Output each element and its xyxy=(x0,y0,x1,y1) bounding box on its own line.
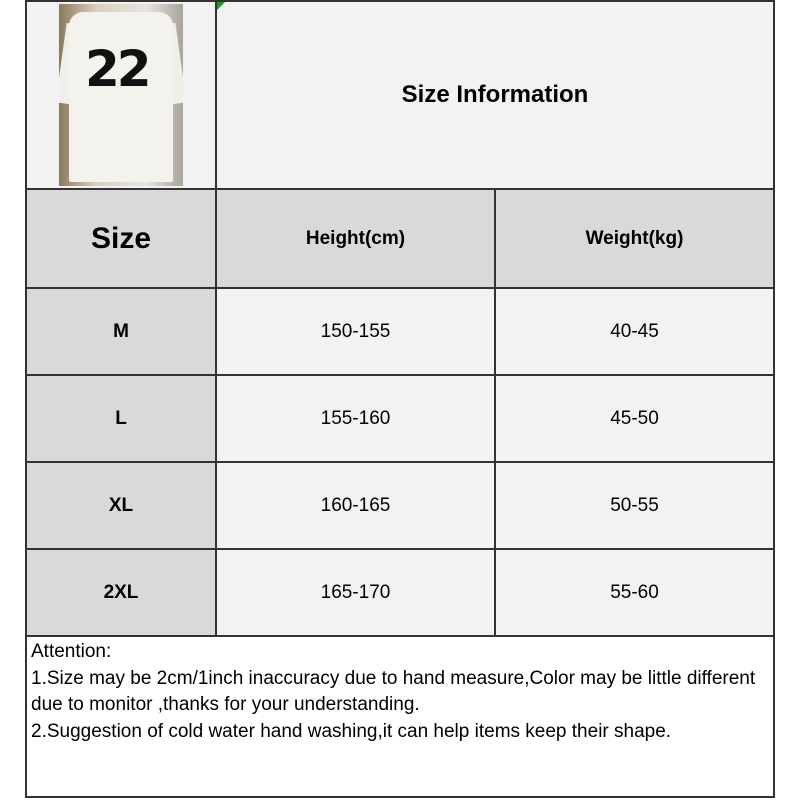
header-height: Height(cm) xyxy=(215,188,496,289)
height-cell: 165-170 xyxy=(215,548,496,637)
weight-cell: 50-55 xyxy=(494,461,775,550)
table-row: L 155-160 45-50 xyxy=(25,374,775,463)
cell-marker-icon xyxy=(217,2,225,10)
size-cell: L xyxy=(25,374,217,463)
size-cell: 2XL xyxy=(25,548,217,637)
header-size: Size xyxy=(25,188,217,289)
product-photo: 22 xyxy=(59,4,183,186)
title-row: 22 Size Information xyxy=(25,0,775,190)
header-row: Size Height(cm) Weight(kg) xyxy=(25,188,775,289)
title-text: Size Information xyxy=(401,81,589,108)
note-item: 1.Size may be 2cm/1inch inaccuracy due t… xyxy=(31,667,756,716)
weight-cell: 55-60 xyxy=(494,548,775,637)
height-cell: 150-155 xyxy=(215,287,496,376)
weight-cell: 40-45 xyxy=(494,287,775,376)
shirt-number: 22 xyxy=(85,40,152,98)
weight-cell: 45-50 xyxy=(494,374,775,463)
table-row: M 150-155 40-45 xyxy=(25,287,775,376)
size-chart-table: 22 Size Information Size Height(cm) Weig… xyxy=(25,0,775,798)
notes-cell: Attention: 1.Size may be 2cm/1inch inacc… xyxy=(25,635,775,798)
notes-heading: Attention: xyxy=(31,641,112,662)
table-row: XL 160-165 50-55 xyxy=(25,461,775,550)
notes-row: Attention: 1.Size may be 2cm/1inch inacc… xyxy=(25,635,775,798)
table-row: 2XL 165-170 55-60 xyxy=(25,548,775,637)
height-cell: 160-165 xyxy=(215,461,496,550)
height-cell: 155-160 xyxy=(215,374,496,463)
size-cell: M xyxy=(25,287,217,376)
product-photo-cell: 22 xyxy=(25,0,217,190)
note-item: 2.Suggestion of cold water hand washing,… xyxy=(31,720,672,742)
header-weight: Weight(kg) xyxy=(494,188,775,289)
size-cell: XL xyxy=(25,461,217,550)
page-title: Size Information xyxy=(215,0,775,190)
